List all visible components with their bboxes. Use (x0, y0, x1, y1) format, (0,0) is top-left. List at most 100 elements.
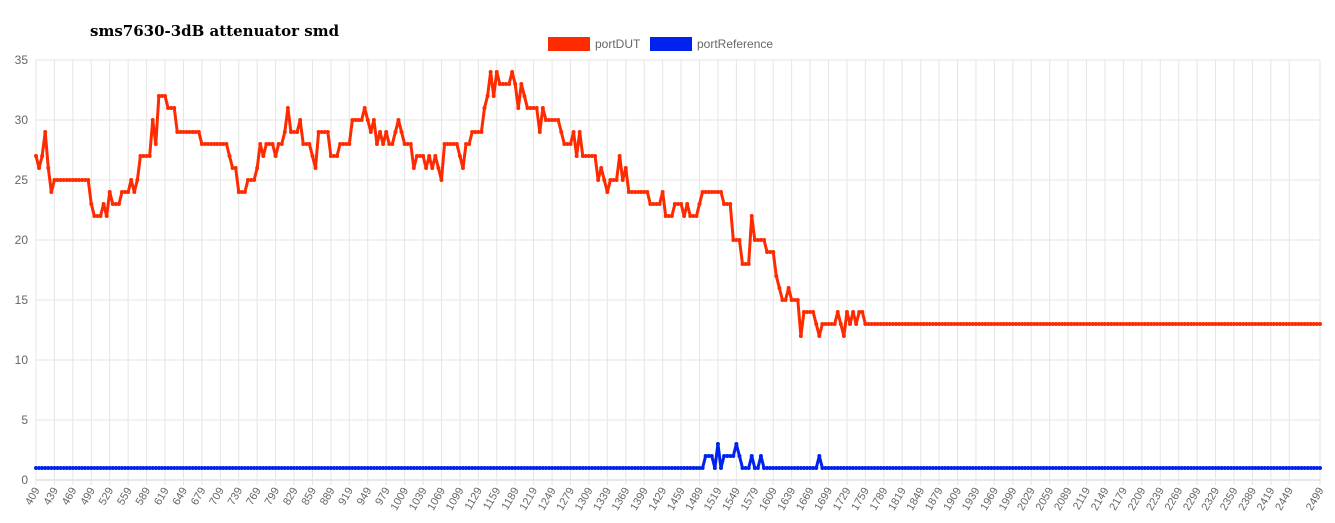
x-tick-label: 1099 (444, 486, 467, 513)
x-tick-label: 1759 (849, 486, 872, 513)
data-point (1029, 466, 1034, 470)
data-point (193, 466, 198, 470)
x-tick-label: 2449 (1273, 486, 1296, 513)
data-point (897, 466, 902, 470)
x-tick-label: 409 (23, 486, 43, 508)
data-point (221, 142, 226, 146)
data-point (709, 190, 714, 194)
data-point (485, 466, 490, 470)
data-point (719, 466, 723, 470)
data-point (190, 466, 195, 470)
data-point (921, 466, 926, 470)
data-point (626, 190, 631, 194)
data-point (92, 214, 97, 218)
data-point (961, 466, 966, 470)
data-point (1041, 322, 1046, 326)
data-point (973, 322, 978, 326)
data-point (878, 322, 883, 326)
data-point (424, 166, 429, 170)
data-point (1047, 466, 1052, 470)
data-point (1142, 322, 1147, 326)
data-point (589, 466, 594, 470)
data-point (258, 142, 263, 146)
data-point (599, 166, 604, 170)
data-point (832, 466, 837, 470)
data-point (580, 154, 585, 158)
data-point (1278, 466, 1283, 470)
data-point (866, 322, 871, 326)
data-point (525, 106, 530, 110)
data-point (338, 142, 343, 146)
data-point (64, 178, 69, 182)
data-point (353, 466, 358, 470)
data-point (451, 142, 456, 146)
data-point (940, 466, 945, 470)
x-tick-label: 589 (134, 486, 154, 508)
data-point (915, 322, 920, 326)
data-point (304, 466, 309, 470)
data-point (1161, 466, 1166, 470)
data-point (891, 466, 896, 470)
data-point (832, 322, 837, 326)
data-point (163, 94, 168, 98)
data-point (408, 466, 413, 470)
data-point (1207, 466, 1212, 470)
data-point (657, 466, 662, 470)
data-point (497, 82, 502, 86)
data-point (1284, 322, 1289, 326)
data-point (325, 466, 330, 470)
x-tick-label: 1729 (831, 486, 854, 513)
data-point (1308, 466, 1313, 470)
data-point (58, 178, 63, 182)
data-point (912, 466, 917, 470)
data-point (144, 154, 149, 158)
data-point (900, 466, 905, 470)
data-point (169, 466, 174, 470)
data-point (995, 322, 1000, 326)
data-point (249, 466, 254, 470)
data-point (279, 466, 284, 470)
data-point (1059, 322, 1064, 326)
data-point (765, 466, 770, 470)
data-point (310, 154, 315, 158)
data-point (374, 466, 379, 470)
data-point (230, 166, 235, 170)
data-point (755, 466, 760, 470)
data-point (1302, 322, 1307, 326)
data-point (1158, 322, 1163, 326)
data-point (1056, 322, 1061, 326)
data-point (1121, 466, 1126, 470)
data-point (58, 466, 63, 470)
data-point (224, 142, 229, 146)
data-point (313, 166, 318, 170)
data-point (789, 466, 794, 470)
data-point (998, 322, 1003, 326)
data-point (1050, 466, 1055, 470)
data-point (113, 466, 118, 470)
data-point (811, 466, 816, 470)
data-point (737, 238, 742, 242)
data-point (1041, 466, 1046, 470)
data-point (187, 130, 192, 134)
data-point (1305, 322, 1310, 326)
data-point (267, 142, 272, 146)
data-point (236, 190, 241, 194)
data-point (1311, 322, 1316, 326)
x-tick-label: 799 (263, 486, 283, 508)
data-point (344, 142, 349, 146)
data-point (952, 322, 957, 326)
data-point (1118, 466, 1123, 470)
data-point (147, 154, 152, 158)
data-point (860, 466, 865, 470)
data-point (1053, 322, 1058, 326)
series-line-portReference (36, 442, 1320, 470)
data-point (1265, 466, 1270, 470)
data-point (132, 190, 137, 194)
data-point (657, 202, 662, 206)
y-tick-label: 20 (15, 233, 29, 247)
data-point (777, 466, 782, 470)
y-tick-label: 15 (15, 293, 29, 307)
data-point (734, 442, 739, 446)
data-point (648, 202, 653, 206)
